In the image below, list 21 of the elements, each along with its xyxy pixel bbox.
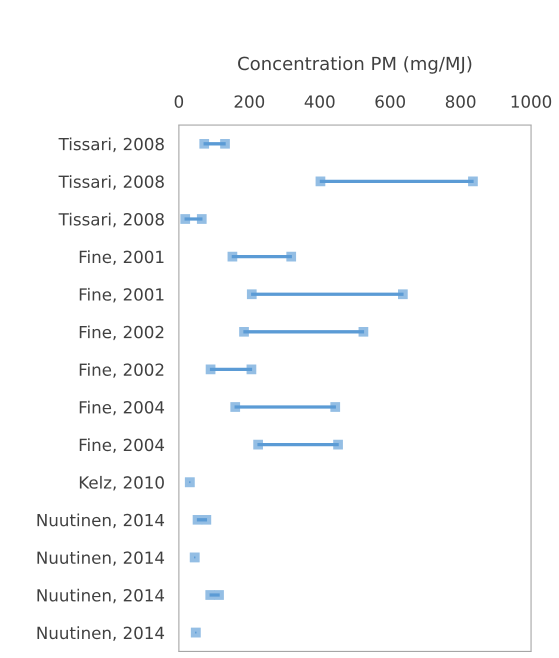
y-tick-label: Kelz, 2010 (80, 476, 164, 490)
y-tick-label: Nuutinen, 2014 (37, 551, 164, 566)
y-tick-label: Fine, 2002 (80, 363, 164, 378)
x-tick-label: 0 (174, 95, 184, 108)
y-tick-label: Nuutinen, 2014 (37, 588, 164, 604)
y-tick-label: Tissari, 2008 (58, 175, 164, 190)
y-tick-label: Fine, 2001 (80, 250, 164, 265)
y-tick-label: Fine, 2004 (80, 400, 164, 416)
x-axis-title: Concentration PM (mg/MJ) (238, 56, 472, 74)
y-tick-label: Fine, 2004 (80, 438, 164, 453)
x-tick-label: 1000 (512, 95, 552, 108)
x-tick-label: 400 (304, 95, 335, 108)
x-tick-label: 600 (375, 95, 405, 108)
x-tick-label: 200 (234, 95, 264, 108)
y-tick-label: Fine, 2001 (80, 288, 164, 302)
x-tick-label: 800 (446, 95, 476, 108)
y-tick-label: Tissari, 2008 (58, 212, 164, 228)
y-tick-label: Tissari, 2008 (58, 137, 164, 152)
y-tick-label: Nuutinen, 2014 (37, 626, 164, 641)
y-tick-label: Nuutinen, 2014 (37, 513, 164, 528)
y-tick-label: Fine, 2002 (80, 325, 164, 340)
